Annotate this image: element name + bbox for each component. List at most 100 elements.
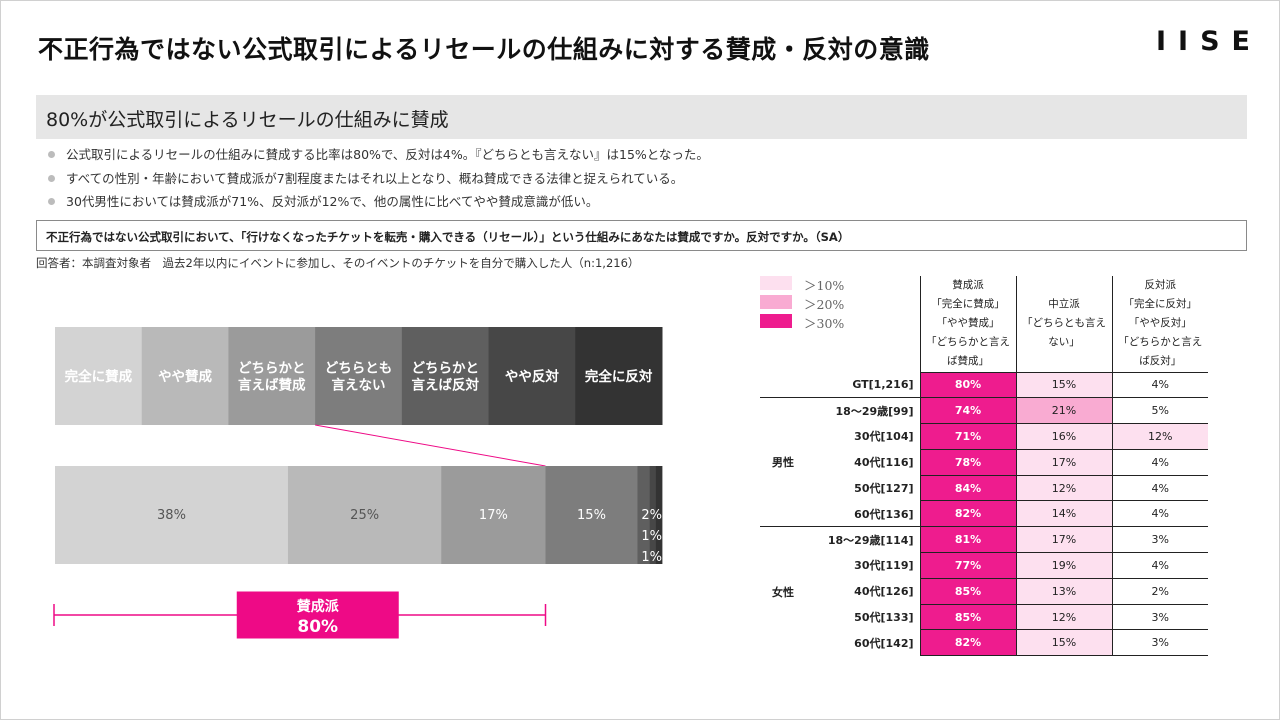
table-cell: 4% bbox=[1111, 552, 1208, 579]
legend-swatch bbox=[760, 276, 792, 290]
table-row: 30代[104] 71% 16% 12% bbox=[760, 423, 1208, 450]
legend-swatch bbox=[760, 295, 792, 309]
row-label: 60代[136] bbox=[854, 507, 914, 521]
row-label: 50代[127] bbox=[854, 482, 914, 496]
connector-line bbox=[315, 424, 546, 467]
table-cell: 13% bbox=[1015, 578, 1112, 605]
bar-segment bbox=[649, 466, 657, 564]
table-cell: 84% bbox=[919, 475, 1016, 502]
page-title: 不正行為ではない公式取引によるリセールの仕組みに対する賛成・反対の意識 bbox=[38, 35, 930, 64]
table-row: 女性 18～29歳[114] 81% 17% 3% bbox=[760, 526, 1208, 656]
category-legend-segment bbox=[401, 327, 490, 425]
headline-band: 80%が公式取引によるリセールの仕組みに賛成 bbox=[36, 95, 1247, 139]
bullet-item: 30代男性においては賛成派が71%、反対派が12%で、他の属性に比べてやや賛成意… bbox=[48, 190, 1228, 214]
row-label: 40代[116] bbox=[854, 456, 914, 470]
category-legend-label: やや賛成 bbox=[158, 368, 212, 385]
table-cell: 78% bbox=[919, 449, 1016, 476]
table-cell: 85% bbox=[919, 578, 1016, 605]
column-header-line: ない」 bbox=[1048, 336, 1080, 349]
row-label: 30代[119] bbox=[854, 559, 914, 573]
table-cell: 19% bbox=[1015, 552, 1112, 579]
table-row: 60代[136] 82% 14% 4% bbox=[760, 500, 1208, 528]
bar-value-label: 1% bbox=[641, 550, 662, 565]
column-header-line: ば反対」 bbox=[1139, 355, 1182, 368]
question-text: 不正行為ではない公式取引において、「行けなくなったチケットを転売・購入できる（リ… bbox=[46, 230, 850, 244]
bullet-item: すべての性別・年齢において賛成派が7割程度またはそれ以上となり、概ね賛成できる法… bbox=[48, 167, 1228, 191]
table-cell: 21% bbox=[1015, 397, 1112, 425]
column-header-pro: 賛成派 「完全に賛成」 「やや賛成」 「どちらかと言え ば賛成」 bbox=[919, 276, 1016, 373]
legend-swatch bbox=[760, 314, 792, 328]
column-header-line: 「どちらかと言え bbox=[926, 336, 1010, 349]
bar-segment bbox=[287, 466, 442, 564]
bar-segment bbox=[441, 466, 546, 564]
column-header-con: 反対派 「完全に反対」 「やや反対」 「どちらかと言え ば反対」 bbox=[1111, 276, 1208, 373]
bar-value-label: 1% bbox=[641, 529, 662, 544]
bar-value-label: 25% bbox=[350, 508, 379, 523]
row-label: 18～29歳[99] bbox=[810, 397, 920, 424]
table-cell: 3% bbox=[1111, 526, 1208, 554]
row-group-label: 女性 bbox=[760, 526, 810, 656]
table-cell: 5% bbox=[1111, 397, 1208, 425]
legend-item: ＞20% bbox=[760, 295, 880, 314]
table-cell: 4% bbox=[1111, 500, 1208, 528]
table-cell: 4% bbox=[1111, 475, 1208, 502]
bar-value-label: 17% bbox=[479, 508, 508, 523]
row-label: 18～29歳[114] bbox=[810, 526, 920, 553]
respondent-note: 回答者：本調査対象者 過去2年以内にイベントに参加し、そのイベントのチケットを自… bbox=[36, 256, 640, 270]
category-legend-segment bbox=[488, 327, 576, 425]
category-legend-label: 完全に反対 bbox=[585, 368, 653, 385]
table-cell: 12% bbox=[1015, 604, 1112, 631]
category-legend-label: どちらかと言えば反対 bbox=[411, 361, 479, 394]
column-header-neutral: 中立派「どちらとも言え ない」 bbox=[1015, 276, 1112, 373]
column-header-line: 反対派 bbox=[1144, 279, 1177, 292]
bullet-item: 公式取引によるリセールの仕組みに賛成する比率は80%で、反対は4%。『どちらとも… bbox=[48, 143, 1228, 167]
table-row: 30代[119] 77% 19% 4% bbox=[760, 552, 1208, 579]
crosstab-table: 賛成派 「完全に賛成」 「やや賛成」 「どちらかと言え ば賛成」 中立派 「どちらとも言え… bbox=[760, 276, 1208, 657]
table-cell: 71% bbox=[919, 423, 1016, 450]
column-header-line: 「完全に反対」 bbox=[1123, 298, 1198, 311]
headline: 80%が公式取引によるリセールの仕組みに賛成 bbox=[46, 109, 449, 131]
category-legend-segment bbox=[55, 327, 143, 425]
column-header-line: 「どちらとも言え bbox=[1022, 317, 1106, 330]
question-box: 不正行為ではない公式取引において、「行けなくなったチケットを転売・購入できる（リ… bbox=[36, 220, 1247, 251]
table-cell: 12% bbox=[1015, 475, 1112, 502]
table-cell: 77% bbox=[919, 552, 1016, 579]
table-cell: 3% bbox=[1111, 629, 1208, 657]
table-row: 60代[142] 82% 15% 3% bbox=[760, 629, 1208, 657]
legend-label: ＞30% bbox=[804, 316, 845, 331]
column-header-line: 「やや賛成」 bbox=[936, 317, 1000, 330]
column-header-line: 中立派 bbox=[1048, 298, 1080, 311]
table-cell: 74% bbox=[919, 397, 1016, 425]
table-cell: 82% bbox=[919, 500, 1016, 528]
table-cell: 81% bbox=[919, 526, 1016, 554]
table-cell: 85% bbox=[919, 604, 1016, 631]
category-legend-label: 完全に賛成 bbox=[65, 368, 133, 385]
table-cell: 17% bbox=[1015, 449, 1112, 476]
table-cell: 82% bbox=[919, 629, 1016, 657]
category-legend-segment bbox=[575, 327, 663, 425]
category-legend-segment bbox=[141, 327, 229, 425]
row-label: 60代[142] bbox=[854, 636, 914, 650]
column-header-line: 賛成派 bbox=[952, 279, 984, 292]
legend-item: ＞10% bbox=[760, 276, 880, 295]
bar-segment bbox=[637, 466, 651, 564]
heat-legend: ＞10% ＞20% ＞30% bbox=[760, 276, 880, 333]
table-row: 男性 18～29歳[99] 74% 21% 5% bbox=[760, 397, 1208, 527]
brand-logo: IISE bbox=[1156, 26, 1262, 57]
table-row: 40代[116] 78% 17% 4% bbox=[760, 449, 1208, 476]
pro-total-value: 80% bbox=[297, 617, 338, 637]
bar-value-label: 2% bbox=[641, 508, 662, 523]
bar-segment bbox=[545, 466, 638, 564]
table-row: 40代[126] 85% 13% 2% bbox=[760, 578, 1208, 605]
row-label: 40代[126] bbox=[854, 585, 914, 599]
row-label: GT[1,216] bbox=[852, 378, 914, 392]
legend-label: ＞10% bbox=[804, 278, 845, 293]
table-cell: 80% bbox=[919, 372, 1016, 399]
pro-total-box bbox=[236, 591, 399, 639]
table-cell: 3% bbox=[1111, 604, 1208, 631]
table-cell: 16% bbox=[1015, 423, 1112, 450]
table-cell: 17% bbox=[1015, 526, 1112, 554]
column-header-line: 「完全に賛成」 bbox=[931, 298, 1005, 311]
